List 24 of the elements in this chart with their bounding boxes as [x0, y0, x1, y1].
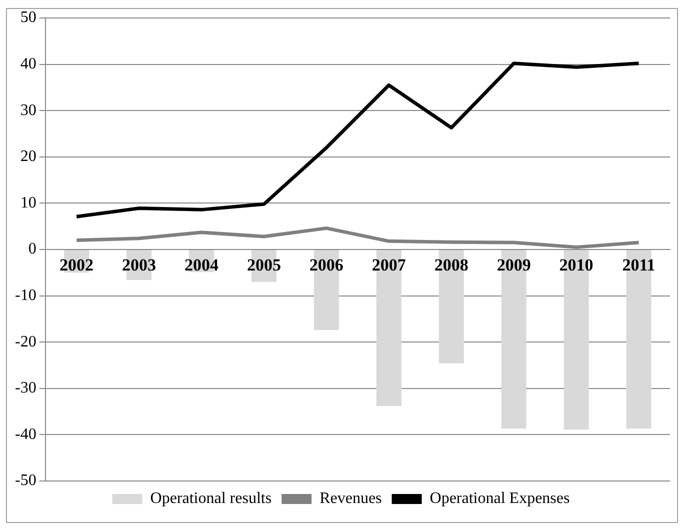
x-tick-label: 2007	[372, 255, 406, 274]
y-tick-label: -50	[15, 472, 36, 490]
y-tick-label: -10	[15, 287, 36, 304]
x-tick-label: 2006	[309, 255, 344, 274]
y-tick-label: -30	[15, 380, 36, 397]
x-tick-label: 2003	[122, 255, 156, 274]
y-tick-label: 0	[28, 240, 36, 258]
y-tick-label: 30	[20, 102, 36, 119]
y-tick-label: -20	[15, 333, 36, 350]
y-tick-label: 20	[20, 148, 36, 166]
legend-label: Operational results	[150, 490, 272, 508]
y-tick-label: 50	[20, 9, 36, 26]
legend-label: Revenues	[320, 490, 382, 508]
legend-label: Operational Expenses	[430, 490, 570, 508]
x-tick-label: 2008	[434, 255, 468, 274]
y-tick-label: 40	[20, 56, 36, 73]
x-tick-label: 2009	[496, 255, 531, 274]
y-tick-label: -40	[15, 426, 36, 443]
x-tick-label: 2004	[184, 255, 219, 274]
x-tick-label: 2002	[60, 255, 94, 274]
x-tick-label: 2005	[246, 255, 281, 274]
x-tick-label: 2011	[622, 255, 656, 274]
y-tick-label: 10	[20, 194, 36, 212]
x-tick-label: 2010	[559, 255, 594, 274]
